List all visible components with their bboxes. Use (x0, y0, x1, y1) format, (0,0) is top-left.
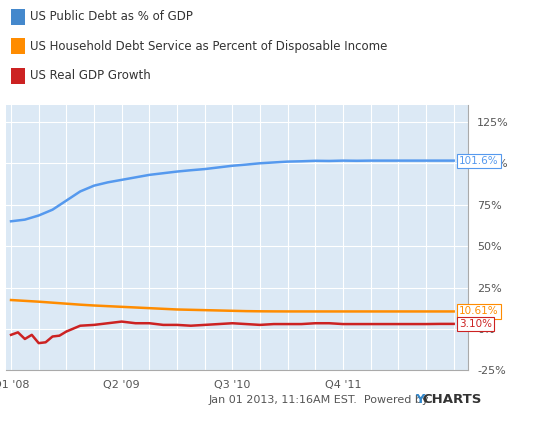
Text: Jan 01 2013, 11:16AM EST.  Powered by: Jan 01 2013, 11:16AM EST. Powered by (209, 395, 433, 405)
Text: Y: Y (415, 394, 425, 406)
Text: CHARTS: CHARTS (422, 394, 482, 406)
Text: US Public Debt as % of GDP: US Public Debt as % of GDP (30, 11, 193, 23)
Text: 101.6%: 101.6% (459, 156, 499, 165)
Text: US Real GDP Growth: US Real GDP Growth (30, 69, 151, 82)
Text: 10.61%: 10.61% (459, 306, 499, 317)
Text: US Household Debt Service as Percent of Disposable Income: US Household Debt Service as Percent of … (30, 40, 388, 53)
Text: 3.10%: 3.10% (459, 319, 492, 329)
